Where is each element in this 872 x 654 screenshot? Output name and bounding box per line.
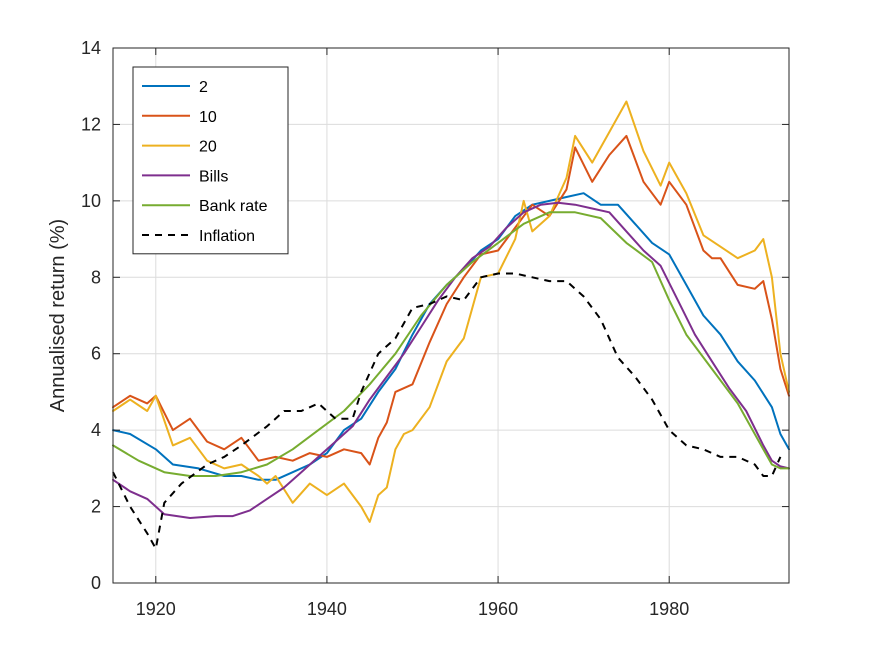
- series-line-2: [112, 192, 790, 481]
- legend: 2 10 20 Bills Bank rate Inflation: [132, 66, 289, 255]
- y-tick-label: 14: [81, 38, 101, 58]
- x-tick-label: 1980: [649, 599, 689, 619]
- plot-frame: [112, 47, 790, 584]
- legend-label: 10: [199, 109, 217, 126]
- series-line-bills: [112, 201, 790, 519]
- legend-label: Inflation: [199, 228, 255, 245]
- series-line-20: [112, 100, 790, 523]
- x-tick-label: 1920: [136, 599, 176, 619]
- legend-label: Bills: [199, 168, 228, 185]
- y-tick-label: 10: [81, 191, 101, 211]
- series-line-bank-rate: [112, 211, 790, 477]
- x-tick-label: 1940: [307, 599, 347, 619]
- series-lines: [112, 100, 790, 550]
- legend-box: [132, 66, 289, 255]
- y-axis-label: Annualised return (%): [47, 219, 69, 412]
- series-line-10: [112, 134, 790, 466]
- y-tick-label: 2: [91, 497, 101, 517]
- legend-label: Bank rate: [199, 198, 268, 215]
- y-tick-label: 0: [91, 573, 101, 593]
- series-line-inflation: [112, 272, 782, 550]
- legend-label: 2: [199, 79, 208, 96]
- axis-ticks: 1920 1940 1960 1980 0 2 4 6 8 10 12 14: [81, 38, 789, 619]
- y-tick-label: 8: [91, 267, 101, 287]
- legend-label: 20: [199, 139, 217, 156]
- y-tick-label: 12: [81, 114, 101, 134]
- y-tick-label: 6: [91, 344, 101, 364]
- grid: [113, 47, 789, 584]
- x-tick-label: 1960: [478, 599, 518, 619]
- y-tick-label: 4: [91, 420, 101, 440]
